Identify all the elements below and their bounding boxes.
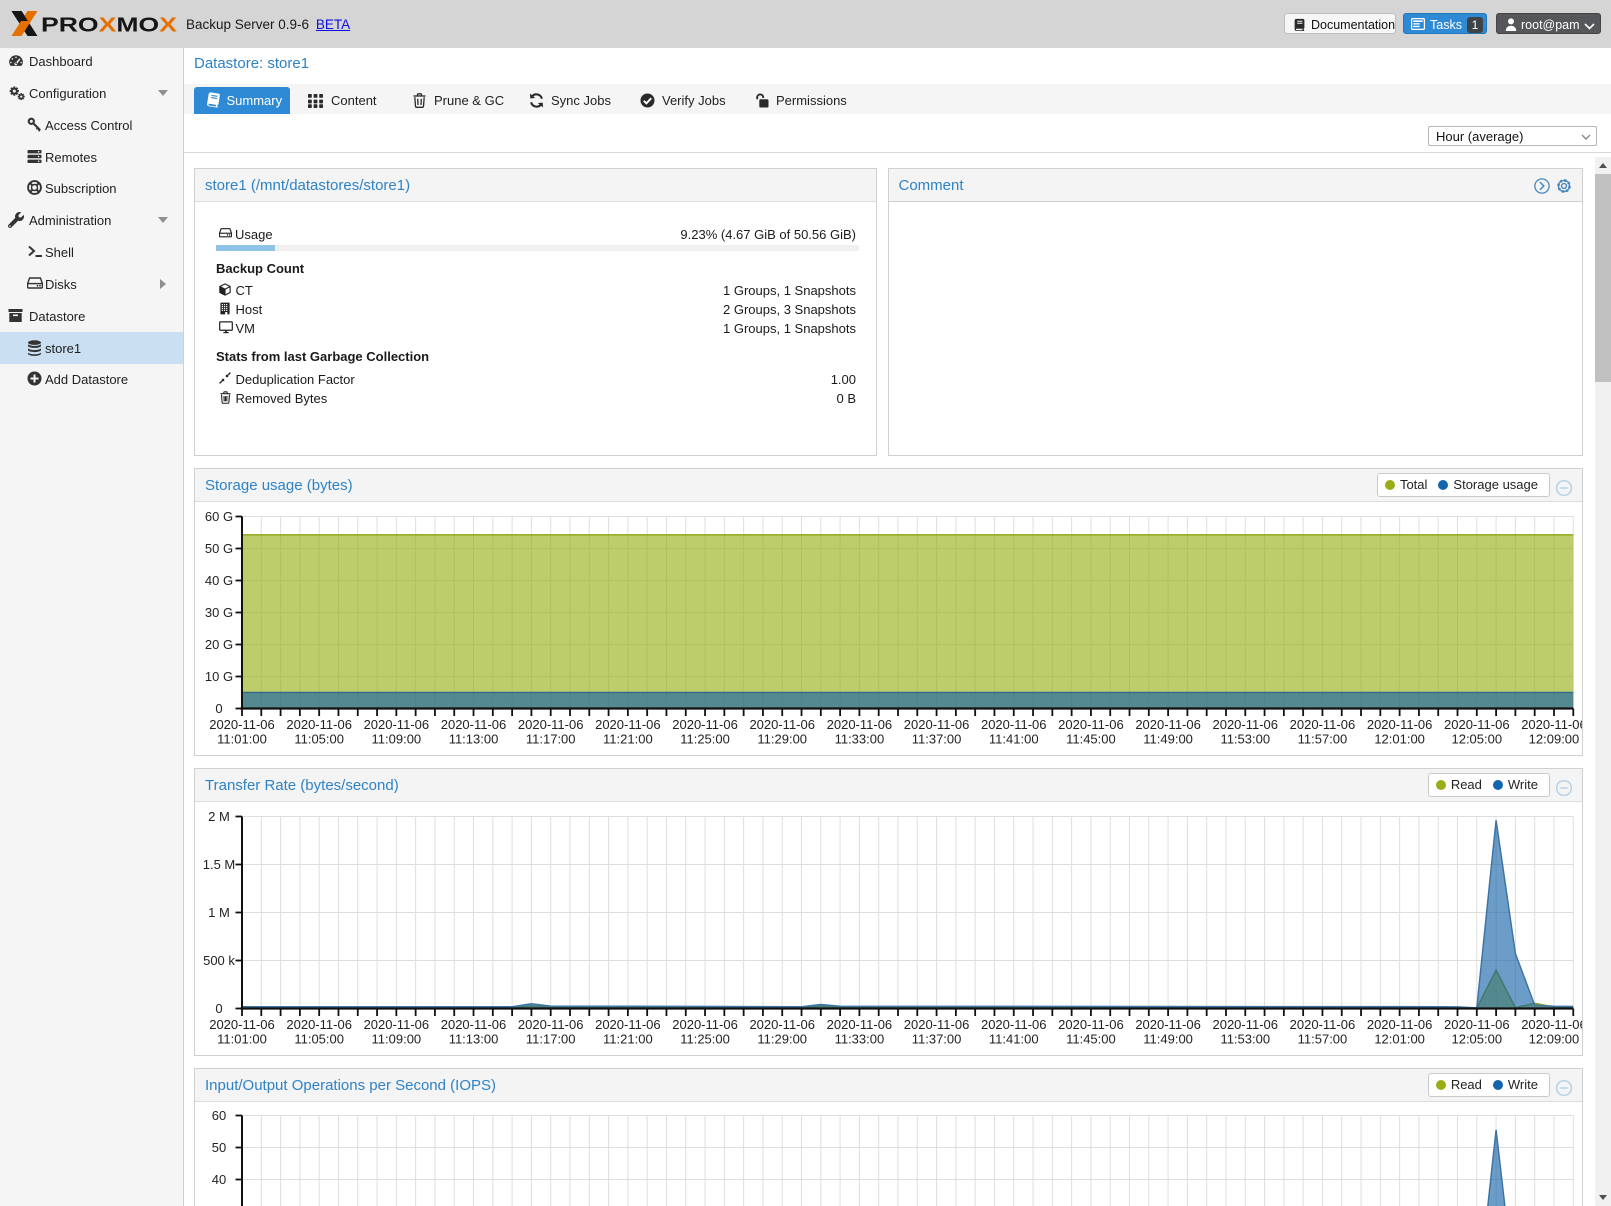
svg-text:0: 0: [215, 1001, 222, 1016]
svg-text:2020-11-06: 2020-11-06: [1444, 1017, 1510, 1032]
svg-text:11:25:00: 11:25:00: [680, 731, 730, 746]
svg-text:10 G: 10 G: [205, 669, 233, 684]
svg-text:2 M: 2 M: [208, 809, 230, 824]
svg-text:11:29:00: 11:29:00: [757, 1031, 807, 1046]
svg-text:2020-11-06: 2020-11-06: [441, 717, 507, 732]
svg-text:2020-11-06: 2020-11-06: [672, 1017, 738, 1032]
svg-text:2020-11-06: 2020-11-06: [286, 1017, 352, 1032]
svg-text:20 G: 20 G: [205, 637, 233, 652]
svg-text:11:09:00: 11:09:00: [372, 731, 422, 746]
svg-text:2020-11-06: 2020-11-06: [209, 717, 275, 732]
svg-text:2020-11-06: 2020-11-06: [904, 717, 970, 732]
svg-text:11:01:00: 11:01:00: [217, 1031, 267, 1046]
svg-text:2020-11-06: 2020-11-06: [749, 717, 815, 732]
svg-text:2020-11-06: 2020-11-06: [904, 1017, 970, 1032]
svg-text:500 k: 500 k: [203, 953, 235, 968]
svg-text:50: 50: [212, 1140, 226, 1155]
svg-text:11:13:00: 11:13:00: [449, 1031, 499, 1046]
svg-text:11:29:00: 11:29:00: [757, 731, 807, 746]
svg-text:2020-11-06: 2020-11-06: [1521, 717, 1582, 732]
svg-text:11:21:00: 11:21:00: [603, 1031, 653, 1046]
svg-text:1 M: 1 M: [208, 905, 230, 920]
svg-text:12:09:00: 12:09:00: [1529, 1031, 1580, 1046]
svg-text:2020-11-06: 2020-11-06: [595, 1017, 661, 1032]
svg-text:12:05:00: 12:05:00: [1451, 731, 1502, 746]
svg-text:2020-11-06: 2020-11-06: [364, 1017, 430, 1032]
svg-text:11:05:00: 11:05:00: [294, 1031, 344, 1046]
svg-text:2020-11-06: 2020-11-06: [1212, 1017, 1278, 1032]
svg-text:11:57:00: 11:57:00: [1298, 731, 1348, 746]
svg-text:11:17:00: 11:17:00: [526, 1031, 576, 1046]
svg-text:12:09:00: 12:09:00: [1529, 731, 1580, 746]
svg-text:2020-11-06: 2020-11-06: [1367, 1017, 1433, 1032]
svg-text:X: X: [159, 15, 178, 37]
svg-text:11:49:00: 11:49:00: [1143, 731, 1193, 746]
svg-text:2020-11-06: 2020-11-06: [286, 717, 352, 732]
svg-text:11:05:00: 11:05:00: [294, 731, 344, 746]
svg-text:11:13:00: 11:13:00: [449, 731, 499, 746]
svg-text:11:21:00: 11:21:00: [603, 731, 653, 746]
svg-text:0: 0: [215, 701, 222, 716]
svg-text:2020-11-06: 2020-11-06: [749, 1017, 815, 1032]
svg-text:11:01:00: 11:01:00: [217, 731, 267, 746]
svg-text:2020-11-06: 2020-11-06: [1290, 1017, 1356, 1032]
svg-text:50 G: 50 G: [205, 541, 233, 556]
svg-text:2020-11-06: 2020-11-06: [518, 717, 584, 732]
svg-text:11:09:00: 11:09:00: [372, 1031, 422, 1046]
svg-text:2020-11-06: 2020-11-06: [827, 1017, 893, 1032]
svg-text:11:45:00: 11:45:00: [1066, 1031, 1116, 1046]
svg-text:2020-11-06: 2020-11-06: [1058, 717, 1124, 732]
svg-text:11:53:00: 11:53:00: [1220, 1031, 1270, 1046]
svg-text:12:01:00: 12:01:00: [1374, 731, 1425, 746]
svg-text:12:05:00: 12:05:00: [1451, 1031, 1502, 1046]
svg-text:2020-11-06: 2020-11-06: [1367, 717, 1433, 732]
svg-text:11:49:00: 11:49:00: [1143, 1031, 1193, 1046]
svg-text:11:53:00: 11:53:00: [1220, 731, 1270, 746]
svg-text:30 G: 30 G: [205, 605, 233, 620]
svg-text:2020-11-06: 2020-11-06: [364, 717, 430, 732]
svg-text:11:41:00: 11:41:00: [989, 1031, 1039, 1046]
svg-text:11:57:00: 11:57:00: [1298, 1031, 1348, 1046]
svg-text:2020-11-06: 2020-11-06: [518, 1017, 584, 1032]
svg-text:11:25:00: 11:25:00: [680, 1031, 730, 1046]
svg-text:2020-11-06: 2020-11-06: [441, 1017, 507, 1032]
svg-text:2020-11-06: 2020-11-06: [1290, 717, 1356, 732]
svg-text:1.5 M: 1.5 M: [203, 857, 236, 872]
svg-text:2020-11-06: 2020-11-06: [1521, 1017, 1582, 1032]
svg-text:60 G: 60 G: [205, 509, 233, 524]
svg-text:2020-11-06: 2020-11-06: [1212, 717, 1278, 732]
svg-text:X: X: [99, 15, 118, 37]
svg-text:11:41:00: 11:41:00: [989, 731, 1039, 746]
svg-text:2020-11-06: 2020-11-06: [1135, 1017, 1201, 1032]
svg-text:PRO: PRO: [41, 15, 99, 37]
svg-text:2020-11-06: 2020-11-06: [827, 717, 893, 732]
svg-text:2020-11-06: 2020-11-06: [1135, 717, 1201, 732]
svg-text:11:37:00: 11:37:00: [912, 1031, 962, 1046]
svg-text:40 G: 40 G: [205, 573, 233, 588]
svg-text:11:45:00: 11:45:00: [1066, 731, 1116, 746]
svg-text:40: 40: [212, 1172, 226, 1187]
svg-text:2020-11-06: 2020-11-06: [672, 717, 738, 732]
svg-text:12:01:00: 12:01:00: [1374, 1031, 1425, 1046]
svg-text:11:33:00: 11:33:00: [835, 1031, 885, 1046]
svg-text:2020-11-06: 2020-11-06: [981, 717, 1047, 732]
svg-text:11:33:00: 11:33:00: [835, 731, 885, 746]
svg-text:2020-11-06: 2020-11-06: [1058, 1017, 1124, 1032]
svg-text:2020-11-06: 2020-11-06: [209, 1017, 275, 1032]
svg-text:2020-11-06: 2020-11-06: [595, 717, 661, 732]
svg-text:2020-11-06: 2020-11-06: [981, 1017, 1047, 1032]
svg-text:11:17:00: 11:17:00: [526, 731, 576, 746]
svg-text:60: 60: [212, 1108, 226, 1123]
svg-text:MO: MO: [116, 15, 159, 37]
svg-text:2020-11-06: 2020-11-06: [1444, 717, 1510, 732]
svg-text:11:37:00: 11:37:00: [912, 731, 962, 746]
